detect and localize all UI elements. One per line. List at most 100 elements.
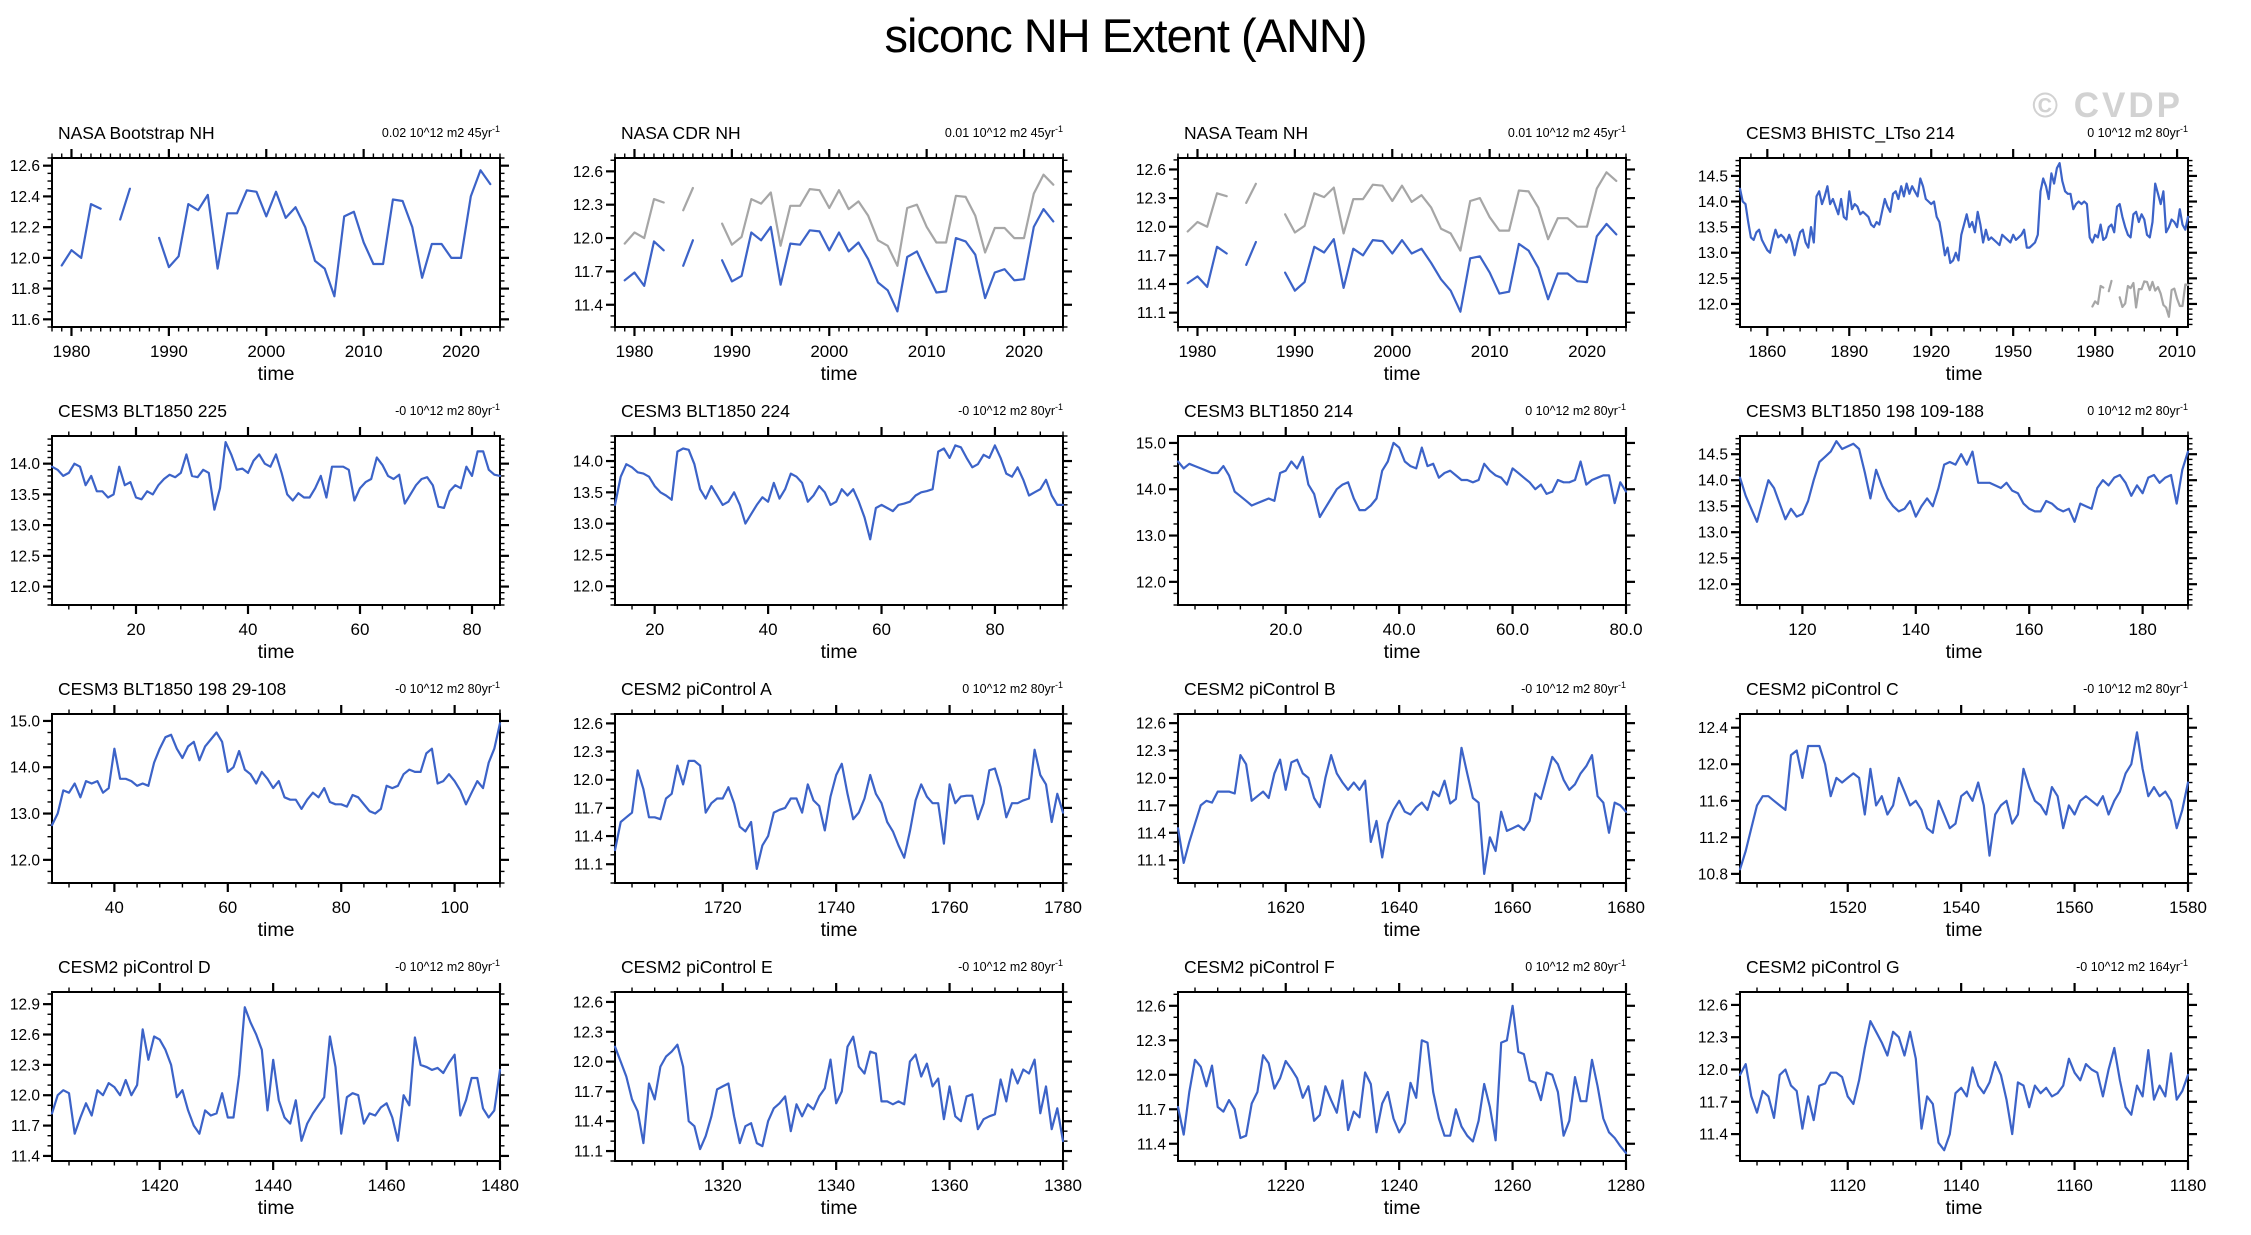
- panel-title: NASA Team NH: [1184, 123, 1308, 143]
- panel-title: CESM2 piControl A: [621, 679, 772, 699]
- y-tick-label: 11.4: [574, 829, 603, 846]
- y-tick-label: 11.1: [1136, 305, 1165, 322]
- series-cesm2-picontrol-d: [50, 1006, 502, 1142]
- x-tick-label: 80: [463, 620, 482, 639]
- y-tick-label: 12.6: [10, 1027, 40, 1044]
- x-tick-label: 160: [2015, 620, 2043, 639]
- y-tick-label: 12.9: [10, 997, 40, 1014]
- y-tick-label: 11.1: [574, 857, 603, 874]
- chart-canvas: 1980 1990 2000 2010 2020 11.6 11.8 12.0 12.2 12.4…: [10, 123, 509, 385]
- series-nasa-bootstrap-nh-overlay: [1186, 171, 1617, 252]
- series-nasa-bootstrap-nh-overlay: [623, 173, 1055, 267]
- y-tick-label: 11.4: [1699, 1127, 1728, 1144]
- y-tick-label: 11.6: [1699, 793, 1728, 810]
- panel-title: CESM2 piControl G: [1746, 957, 1900, 977]
- series-cesm3-blt1850-198-109-188: [1739, 440, 2190, 523]
- x-tick-label: 120: [1788, 620, 1816, 639]
- x-tick-label: 1990: [713, 342, 751, 361]
- x-tick-label: 2010: [2158, 342, 2196, 361]
- x-tick-label: 1890: [1831, 342, 1869, 361]
- y-tick-label: 12.3: [573, 744, 603, 761]
- plot-frame: [1176, 713, 1627, 884]
- x-tick-label: 1480: [481, 1176, 519, 1195]
- x-tick-label: 40: [239, 620, 258, 639]
- series-cesm2-picontrol-b: [1176, 746, 1627, 875]
- y-tick-label: 13.0: [1135, 528, 1166, 545]
- y-tick-label: 12.0: [1135, 219, 1166, 236]
- y-tick-label: 11.4: [1136, 1136, 1165, 1153]
- trend-annotation: 0 10^12 m2 80yr-1: [1525, 402, 1626, 418]
- y-tick-label: 14.0: [1698, 473, 1729, 490]
- x-axis-label: time: [258, 641, 295, 663]
- x-tick-label: 1990: [1275, 342, 1313, 361]
- x-axis-label: time: [820, 919, 857, 941]
- series-cesm3-blt1850-225: [50, 441, 502, 511]
- y-tick-label: 11.8: [11, 281, 40, 298]
- y-tick-label: 14.0: [1135, 482, 1166, 499]
- y-tick-label: 14.0: [573, 454, 604, 471]
- y-tick-label: 12.3: [573, 197, 603, 214]
- series-cesm2-picontrol-e: [613, 1035, 1064, 1151]
- chart-canvas: 1220 1240 1260 1280 11.4 11.7 12.0 12.3 12.6 CESM…: [1135, 957, 1644, 1219]
- y-tick-label: 13.0: [573, 516, 604, 533]
- plot-frame: [1176, 157, 1627, 328]
- chart-canvas: 20 40 60 80 12.0 12.5 13.0 13.5 14.0 CESM3 BLT185…: [10, 401, 509, 663]
- y-tick-label: 12.6: [573, 164, 603, 181]
- x-tick-label: 2000: [810, 342, 848, 361]
- x-tick-label: 1980: [615, 342, 653, 361]
- x-tick-label: 60: [872, 620, 891, 639]
- x-tick-label: 1140: [1943, 1176, 1980, 1195]
- x-tick-label: 40: [105, 898, 124, 917]
- x-tick-label: 80: [985, 620, 1004, 639]
- x-axis-label: time: [1383, 919, 1420, 941]
- x-tick-label: 1220: [1266, 1176, 1304, 1195]
- x-tick-label: 1680: [1607, 898, 1645, 917]
- y-tick-label: 12.2: [10, 220, 40, 237]
- y-tick-label: 12.6: [1135, 716, 1165, 733]
- chart-canvas: 1860 1890 1920 1950 1980 2010 12.0 12.5 13.0 13.5…: [1698, 123, 2198, 385]
- y-tick-label: 12.0: [10, 852, 41, 869]
- x-tick-label: 2020: [1005, 342, 1043, 361]
- y-tick-label: 14.0: [10, 760, 41, 777]
- chart-canvas: 1980 1990 2000 2010 2020 11.4 11.7 12.0 12.3 12.6…: [573, 123, 1072, 385]
- x-tick-label: 60: [351, 620, 370, 639]
- x-tick-label: 1120: [1830, 1176, 1867, 1195]
- plot-frame: [1739, 435, 2190, 606]
- chart-panel-11: 1620 1640 1660 1680 11.1 11.4 11.7 12.0 12.3 12.6…: [1126, 674, 1688, 952]
- y-tick-label: 13.5: [1698, 499, 1728, 516]
- x-tick-label: 2010: [345, 342, 383, 361]
- x-tick-label: 20: [127, 620, 146, 639]
- trend-annotation: -0 10^12 m2 80yr-1: [395, 958, 500, 974]
- chart-panel-10: 1720 1740 1760 1780 11.1 11.4 11.7 12.0 12.3 12.6…: [563, 674, 1125, 952]
- x-tick-label: 1180: [2170, 1176, 2207, 1195]
- y-tick-label: 11.4: [1136, 277, 1165, 294]
- x-tick-label: 2010: [1470, 342, 1508, 361]
- series-nasa-bootstrap-nh: [60, 169, 492, 298]
- x-tick-label: 1380: [1044, 1176, 1082, 1195]
- plot-frame: [51, 435, 501, 606]
- trend-annotation: -0 10^12 m2 80yr-1: [395, 680, 500, 696]
- y-tick-label: 12.6: [1135, 998, 1165, 1015]
- chart-grid: 1980 1990 2000 2010 2020 11.6 11.8 12.0 12.2 12.4…: [0, 118, 2251, 1230]
- y-tick-label: 12.0: [10, 1088, 41, 1105]
- trend-annotation: 0.02 10^12 m2 45yr-1: [382, 124, 500, 140]
- x-tick-label: 1320: [704, 1176, 742, 1195]
- chart-panel-12: 1520 1540 1560 1580 10.8 11.2 11.6 12.0 12.4 CESM…: [1688, 674, 2250, 952]
- y-tick-label: 12.5: [1698, 551, 1728, 568]
- x-axis-label: time: [1946, 363, 1983, 385]
- y-tick-label: 13.0: [10, 806, 41, 823]
- y-tick-label: 12.0: [573, 579, 604, 596]
- x-tick-label: 1780: [1044, 898, 1082, 917]
- trend-annotation: 0 10^12 m2 80yr-1: [2088, 402, 2189, 418]
- chart-canvas: 120 140 160 180 12.0 12.5 13.0 13.5 14.0 14.5 CESM…: [1698, 401, 2198, 663]
- x-tick-label: 2000: [1373, 342, 1411, 361]
- chart-canvas: 20 40 60 80 12.0 12.5 13.0 13.5 14.0 CESM3 BLT185…: [573, 401, 1072, 663]
- x-tick-label: 1360: [930, 1176, 968, 1195]
- trend-annotation: -0 10^12 m2 80yr-1: [2083, 680, 2188, 696]
- trend-annotation: -0 10^12 m2 164yr-1: [2076, 958, 2188, 974]
- y-tick-label: 12.0: [10, 579, 41, 596]
- plot-frame: [51, 713, 501, 884]
- x-tick-label: 1620: [1266, 898, 1304, 917]
- plot-frame: [1176, 435, 1627, 606]
- x-tick-label: 100: [440, 898, 468, 917]
